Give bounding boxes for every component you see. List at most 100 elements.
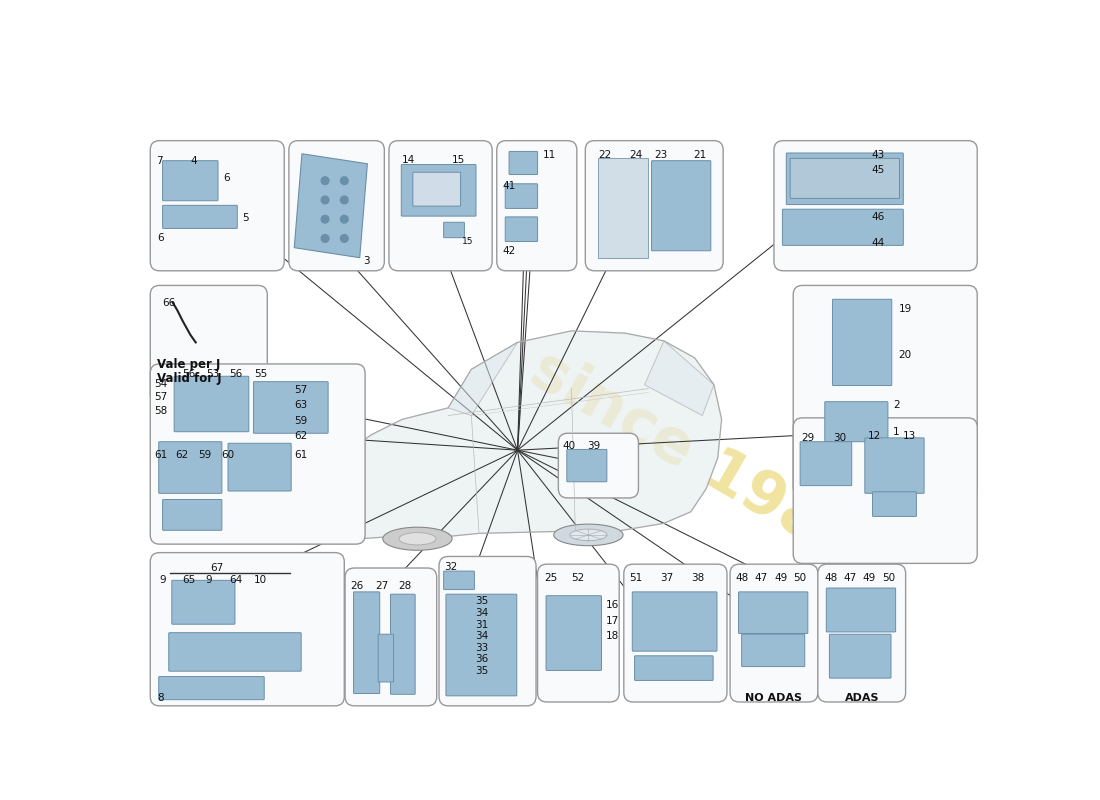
FancyBboxPatch shape (151, 141, 284, 270)
FancyBboxPatch shape (163, 161, 218, 201)
Text: 50: 50 (793, 574, 806, 583)
Text: 39: 39 (587, 441, 601, 451)
Text: 49: 49 (862, 574, 876, 583)
FancyBboxPatch shape (651, 161, 711, 250)
Text: 64: 64 (229, 575, 242, 585)
Text: 47: 47 (755, 574, 768, 583)
Text: 7: 7 (156, 156, 163, 166)
Text: 26: 26 (351, 581, 364, 591)
Polygon shape (598, 158, 649, 258)
Text: 14: 14 (403, 154, 416, 165)
FancyBboxPatch shape (786, 153, 903, 205)
FancyBboxPatch shape (172, 580, 235, 624)
Text: 56: 56 (229, 370, 242, 379)
FancyBboxPatch shape (793, 286, 977, 496)
Polygon shape (326, 331, 722, 542)
Circle shape (321, 215, 329, 223)
Text: ADAS: ADAS (845, 693, 879, 702)
Text: 15: 15 (452, 154, 465, 165)
FancyBboxPatch shape (443, 222, 464, 238)
Text: 15: 15 (462, 237, 474, 246)
Text: 48: 48 (824, 574, 837, 583)
Text: Valid for J: Valid for J (157, 372, 222, 385)
Ellipse shape (570, 529, 607, 541)
FancyBboxPatch shape (790, 158, 900, 198)
FancyBboxPatch shape (402, 165, 476, 216)
FancyBboxPatch shape (538, 564, 619, 702)
Text: 31: 31 (475, 619, 488, 630)
Circle shape (321, 177, 329, 185)
Text: 48: 48 (736, 574, 749, 583)
FancyBboxPatch shape (559, 434, 638, 498)
FancyBboxPatch shape (151, 364, 365, 544)
Text: 11: 11 (543, 150, 557, 160)
FancyBboxPatch shape (412, 172, 461, 206)
Text: 25: 25 (544, 574, 558, 583)
Text: 59: 59 (295, 415, 308, 426)
Text: 12: 12 (868, 431, 881, 441)
Text: 16: 16 (606, 600, 619, 610)
FancyBboxPatch shape (228, 443, 292, 491)
FancyBboxPatch shape (345, 568, 437, 706)
Text: NO ADAS: NO ADAS (746, 693, 803, 702)
Text: 30: 30 (834, 434, 846, 443)
Text: 35: 35 (475, 597, 488, 606)
FancyBboxPatch shape (872, 492, 916, 517)
Text: 4: 4 (190, 156, 197, 166)
FancyBboxPatch shape (826, 588, 895, 632)
Text: since 1985: since 1985 (520, 340, 869, 576)
Text: 23: 23 (654, 150, 668, 160)
Text: 61: 61 (295, 450, 308, 460)
Polygon shape (295, 154, 367, 258)
Text: 45: 45 (871, 166, 886, 175)
Polygon shape (449, 342, 517, 415)
Ellipse shape (399, 533, 436, 545)
Text: 63: 63 (295, 400, 308, 410)
FancyBboxPatch shape (509, 151, 538, 174)
Ellipse shape (553, 524, 623, 546)
FancyBboxPatch shape (829, 634, 891, 678)
Text: 24: 24 (629, 150, 642, 160)
Text: 53: 53 (206, 370, 219, 379)
FancyBboxPatch shape (151, 553, 344, 706)
Text: 44: 44 (871, 238, 886, 249)
Text: 37: 37 (660, 574, 673, 583)
Text: 8: 8 (157, 693, 164, 702)
FancyBboxPatch shape (389, 141, 492, 270)
Text: 33: 33 (475, 642, 488, 653)
Text: 61: 61 (154, 450, 167, 460)
Text: 58: 58 (154, 406, 167, 415)
FancyBboxPatch shape (505, 184, 538, 209)
Text: 2: 2 (893, 400, 900, 410)
Text: 9: 9 (160, 575, 166, 585)
Text: 10: 10 (254, 575, 267, 585)
Text: 29: 29 (801, 434, 814, 443)
Circle shape (341, 234, 349, 242)
FancyBboxPatch shape (505, 217, 538, 242)
FancyBboxPatch shape (253, 382, 328, 434)
Text: 65: 65 (183, 575, 196, 585)
Text: 36: 36 (475, 654, 488, 664)
Circle shape (321, 234, 329, 242)
Text: 54: 54 (154, 379, 167, 390)
Text: 60: 60 (221, 450, 234, 460)
FancyBboxPatch shape (738, 592, 807, 634)
FancyBboxPatch shape (546, 596, 602, 670)
FancyBboxPatch shape (158, 677, 264, 700)
FancyBboxPatch shape (151, 286, 267, 402)
FancyBboxPatch shape (624, 564, 727, 702)
Text: 34: 34 (475, 608, 488, 618)
FancyBboxPatch shape (378, 634, 394, 682)
FancyBboxPatch shape (782, 209, 903, 246)
FancyBboxPatch shape (353, 592, 380, 694)
Text: 19: 19 (899, 304, 912, 314)
Text: 40: 40 (562, 441, 575, 451)
FancyBboxPatch shape (289, 141, 384, 270)
Text: 62: 62 (295, 431, 308, 441)
Text: 6: 6 (157, 233, 164, 243)
FancyBboxPatch shape (833, 299, 892, 386)
Text: 27: 27 (375, 581, 388, 591)
Text: Vale per J: Vale per J (157, 358, 221, 371)
Text: 38: 38 (691, 574, 704, 583)
Text: 42: 42 (502, 246, 516, 256)
